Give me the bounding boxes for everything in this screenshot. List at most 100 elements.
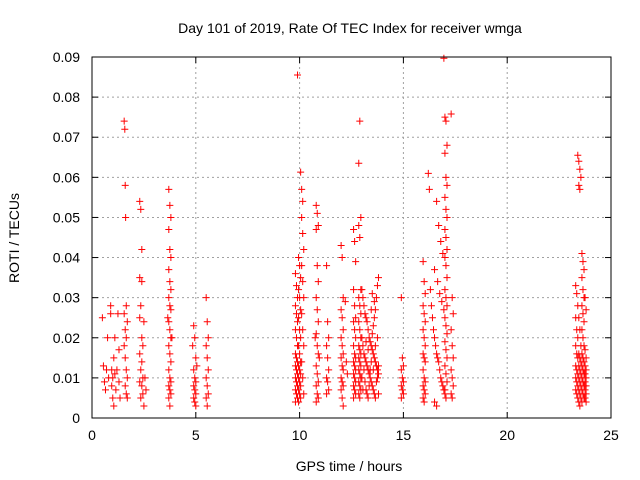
data-point-marker — [299, 326, 307, 334]
data-point-marker — [356, 346, 364, 354]
data-point-marker — [572, 282, 580, 290]
data-point-marker — [371, 342, 379, 350]
data-point-marker — [167, 286, 175, 294]
data-point-marker — [356, 358, 364, 366]
data-point-marker — [204, 366, 212, 374]
data-point-marker — [298, 310, 306, 318]
data-point-marker — [399, 378, 407, 386]
data-point-marker — [108, 382, 116, 390]
y-tick-label: 0.04 — [53, 250, 80, 266]
data-point-marker — [582, 390, 590, 398]
data-point-marker — [578, 250, 586, 258]
data-point-marker — [441, 386, 449, 394]
data-point-marker — [365, 382, 373, 390]
data-point-marker — [98, 314, 106, 322]
data-point-marker — [578, 326, 586, 334]
data-point-marker — [419, 382, 427, 390]
data-point-marker — [295, 254, 303, 262]
data-point-marker — [421, 342, 429, 350]
data-point-marker — [441, 193, 449, 201]
data-point-marker — [367, 306, 375, 314]
data-point-marker — [338, 254, 346, 262]
data-point-marker — [398, 386, 406, 394]
data-point-marker — [137, 394, 145, 402]
data-point-marker — [166, 246, 174, 254]
data-point-marker — [323, 342, 331, 350]
data-point-marker — [295, 286, 303, 294]
data-point-marker — [399, 362, 407, 370]
data-point-marker — [442, 262, 450, 270]
data-point-marker — [580, 342, 588, 350]
data-point-marker — [312, 294, 320, 302]
data-point-marker — [339, 350, 347, 358]
data-point-marker — [203, 318, 211, 326]
data-point-marker — [313, 262, 321, 270]
data-point-marker — [431, 334, 439, 342]
data-point-marker — [166, 350, 174, 358]
data-point-marker — [311, 334, 319, 342]
data-point-marker — [355, 390, 363, 398]
data-point-marker — [362, 338, 370, 346]
data-point-marker — [312, 225, 320, 233]
data-point-marker — [370, 354, 378, 362]
data-point-marker — [299, 374, 307, 382]
data-point-marker — [363, 362, 371, 370]
data-point-marker — [582, 306, 590, 314]
data-point-marker — [339, 402, 347, 410]
data-point-marker — [165, 382, 173, 390]
data-point-marker — [360, 350, 368, 358]
data-point-marker — [397, 394, 405, 402]
data-point-marker — [434, 278, 442, 286]
data-point-marker — [111, 334, 119, 342]
data-point-marker — [580, 266, 588, 274]
y-tick-label: 0 — [72, 410, 80, 426]
data-point-marker — [420, 310, 428, 318]
data-point-marker — [443, 246, 451, 254]
data-point-marker — [312, 201, 320, 209]
data-points — [98, 54, 590, 410]
data-point-marker — [120, 342, 128, 350]
data-point-marker — [123, 374, 131, 382]
data-point-marker — [581, 394, 589, 402]
data-point-marker — [139, 342, 147, 350]
data-point-marker — [351, 238, 359, 246]
data-point-marker — [122, 302, 130, 310]
data-point-marker — [373, 282, 381, 290]
data-point-marker — [123, 394, 131, 402]
data-point-marker — [368, 290, 376, 298]
data-point-marker — [140, 402, 148, 410]
data-point-marker — [291, 302, 299, 310]
data-point-marker — [581, 294, 589, 302]
data-point-marker — [442, 234, 450, 241]
data-point-marker — [419, 258, 427, 266]
y-tick-labels: 0 0.01 0.02 0.03 0.04 0.05 0.06 0.07 0.08 0.09 — [53, 49, 80, 426]
data-point-marker — [120, 310, 128, 318]
data-point-marker — [324, 378, 332, 386]
data-point-marker — [297, 274, 305, 282]
data-point-marker — [298, 262, 306, 270]
data-point-marker — [369, 386, 377, 394]
data-point-marker — [419, 302, 427, 310]
data-point-marker — [312, 398, 320, 406]
data-point-marker — [428, 314, 436, 322]
data-point-marker — [297, 168, 305, 176]
data-point-marker — [359, 342, 367, 350]
data-point-marker — [442, 205, 450, 213]
data-point-marker — [350, 370, 358, 378]
data-point-marker — [447, 366, 455, 374]
data-point-marker — [138, 382, 146, 390]
data-point-marker — [190, 394, 198, 402]
data-point-marker — [295, 398, 303, 406]
data-point-marker — [581, 370, 589, 378]
data-point-marker — [297, 370, 305, 378]
data-point-marker — [447, 390, 455, 398]
x-tick-label: 0 — [88, 427, 96, 443]
data-point-marker — [356, 326, 364, 334]
data-point-marker — [431, 266, 439, 274]
data-point-marker — [203, 402, 211, 410]
data-point-marker — [341, 298, 349, 306]
data-point-marker — [442, 394, 450, 402]
data-point-marker — [582, 398, 590, 406]
data-point-marker — [361, 354, 369, 362]
